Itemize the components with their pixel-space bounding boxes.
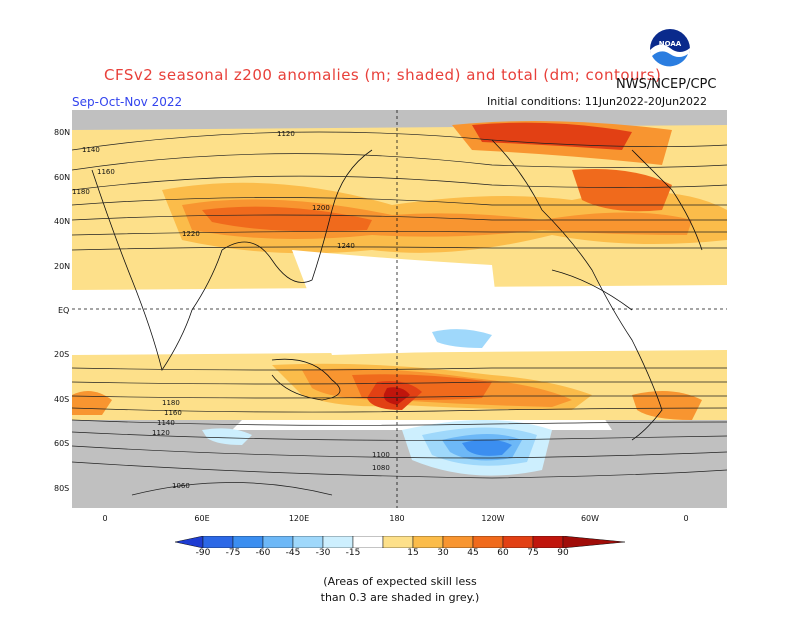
colorbar-tick: -30 xyxy=(315,548,331,558)
chart-title: CFSv2 seasonal z200 anomalies (m; shaded… xyxy=(104,66,662,84)
lon-label: 60W xyxy=(580,514,600,523)
noaa-logo-icon: NOAA xyxy=(650,29,690,70)
lat-label: 60N xyxy=(54,173,71,182)
lat-label: 20N xyxy=(54,262,71,271)
contour-label: 1160 xyxy=(97,168,115,176)
lon-label: 0 xyxy=(102,514,108,523)
contour-label: 1140 xyxy=(157,419,175,427)
colorbar-tick: 90 xyxy=(557,548,569,558)
colorbar-tick: -15 xyxy=(345,548,361,558)
contour-label: 1220 xyxy=(182,230,200,238)
colorbar-tick: -60 xyxy=(255,548,271,558)
colorbar-tick: -75 xyxy=(225,548,241,558)
lat-label: 40N xyxy=(54,217,71,226)
season-label: Sep-Oct-Nov 2022 xyxy=(72,95,183,109)
contour-label: 1060 xyxy=(172,482,190,490)
colorbar-tick: 30 xyxy=(437,548,449,558)
color-bar xyxy=(175,536,625,548)
colorbar-tick: -90 xyxy=(195,548,211,558)
lon-label: 0 xyxy=(683,514,689,523)
initial-conditions: Initial conditions: 11Jun2022-20Jun2022 xyxy=(487,95,708,108)
lon-label: 180 xyxy=(389,514,405,523)
footnote-line1: (Areas of expected skill less xyxy=(323,575,477,588)
lon-label: 120W xyxy=(481,514,505,523)
contour-label: 1200 xyxy=(312,204,330,212)
lon-label: 60E xyxy=(194,514,210,523)
org-label: NWS/NCEP/CPC xyxy=(616,77,717,92)
colorbar-tick: 15 xyxy=(407,548,419,558)
height-contours xyxy=(72,131,727,496)
footnote-line2: than 0.3 are shaded in grey.) xyxy=(320,591,480,604)
svg-text:NOAA: NOAA xyxy=(659,40,682,48)
colorbar-tick: -45 xyxy=(285,548,301,558)
contour-label: 1180 xyxy=(72,188,90,196)
contour-label: 1100 xyxy=(372,451,390,459)
colorbar-tick: 75 xyxy=(527,548,539,558)
contour-label: 1240 xyxy=(337,242,355,250)
contour-label: 1140 xyxy=(82,146,100,154)
colorbar-tick: 60 xyxy=(497,548,509,558)
lon-label: 120E xyxy=(288,514,310,523)
anomaly-map: 1120 1140 1160 1180 1200 1220 1240 1180 … xyxy=(72,110,727,508)
negative-anomalies xyxy=(202,329,552,476)
colorbar-tick: 45 xyxy=(467,548,479,558)
contour-label: 1160 xyxy=(164,409,182,417)
lat-label: EQ xyxy=(58,306,70,315)
lat-label: 80N xyxy=(54,128,71,137)
contour-label: 1120 xyxy=(152,429,170,437)
lat-label: 20S xyxy=(54,350,70,359)
coastlines xyxy=(91,139,703,441)
contour-label: 1180 xyxy=(162,399,180,407)
contour-label: 1120 xyxy=(277,130,295,138)
contour-label: 1080 xyxy=(372,464,390,472)
lat-label: 60S xyxy=(54,439,70,448)
lat-label: 80S xyxy=(54,484,70,493)
lat-label: 40S xyxy=(54,395,70,404)
